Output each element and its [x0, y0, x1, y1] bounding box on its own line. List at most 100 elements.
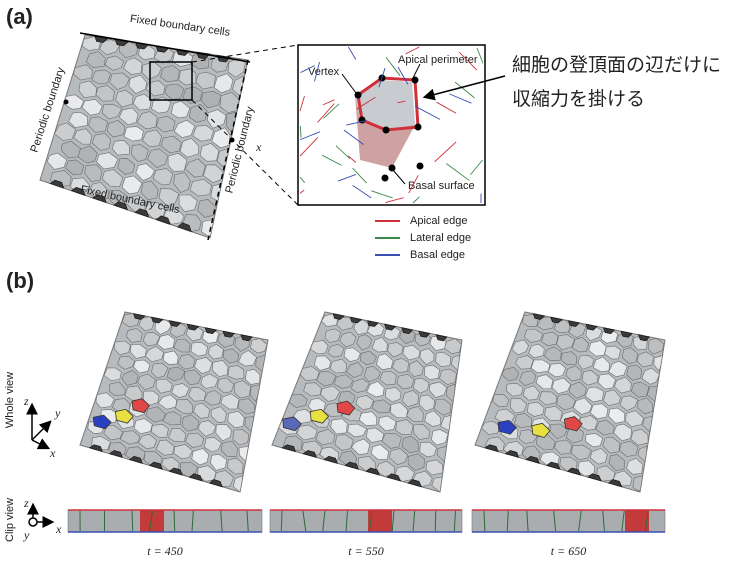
cell	[437, 445, 447, 463]
cell	[440, 414, 452, 432]
network-edge	[299, 176, 306, 183]
cell	[101, 103, 123, 120]
cell	[653, 355, 663, 372]
marker	[229, 137, 235, 143]
cell	[137, 373, 156, 391]
cell	[359, 350, 377, 366]
fixed-cell	[168, 467, 183, 476]
cell	[556, 393, 576, 411]
cell	[387, 342, 404, 358]
network-edge	[346, 120, 367, 126]
cell	[168, 428, 187, 443]
legend: Apical edge Lateral edge Basal edge	[375, 215, 471, 261]
cell	[419, 441, 437, 458]
tissue	[79, 311, 269, 493]
fixed-cell	[367, 320, 380, 327]
cell	[539, 391, 557, 406]
clip-red-cell	[140, 510, 164, 532]
lateral-edge	[526, 510, 529, 532]
network-edge	[470, 159, 483, 176]
cell	[554, 439, 573, 455]
cell	[523, 328, 544, 343]
leader	[411, 63, 421, 81]
fixed-cell	[620, 330, 633, 338]
cell	[544, 405, 563, 421]
fixed-cell	[92, 194, 107, 204]
cell	[351, 438, 371, 455]
fixed-cell	[70, 186, 86, 196]
cell	[630, 428, 649, 446]
axis-label: x	[55, 522, 62, 536]
time-label: t = 650	[551, 544, 586, 558]
cell	[568, 381, 587, 399]
fixed-cell	[323, 455, 339, 464]
cell	[333, 374, 354, 389]
cell	[608, 360, 628, 378]
network-edge	[314, 61, 320, 82]
cell	[589, 403, 609, 420]
fixed-cell	[113, 201, 128, 211]
cell	[207, 109, 227, 129]
cell	[170, 100, 191, 119]
cell	[296, 424, 318, 441]
fixed-cell	[567, 320, 581, 327]
cell	[130, 144, 149, 162]
cell	[210, 453, 228, 471]
cell	[173, 119, 196, 139]
fixed-cell	[587, 473, 602, 482]
network-edge	[408, 174, 419, 194]
highlight-cell	[563, 416, 583, 432]
cell	[81, 99, 103, 116]
network-edge	[458, 51, 478, 71]
lateral-edge	[644, 510, 649, 532]
tissue	[474, 311, 666, 493]
fixed-cell	[94, 36, 109, 43]
fixed-cell	[435, 334, 448, 342]
fixed-cell	[418, 330, 431, 338]
clip-strip	[67, 509, 263, 533]
cell	[199, 142, 220, 162]
cell	[227, 410, 245, 429]
cell	[509, 398, 527, 414]
network-edge	[335, 145, 351, 159]
cell	[223, 348, 240, 364]
lateral-edge	[131, 510, 134, 532]
cell	[227, 58, 246, 78]
highlight-cell	[115, 408, 134, 424]
cell	[54, 122, 77, 141]
fixed-cell	[151, 316, 164, 324]
cell	[135, 163, 155, 182]
cell	[334, 434, 354, 451]
cell	[613, 423, 632, 442]
arrow	[422, 75, 506, 101]
network-edge	[352, 184, 372, 199]
fixed-cell	[108, 450, 123, 458]
cell	[501, 366, 520, 382]
cell	[250, 338, 268, 354]
network-edge	[317, 103, 335, 123]
lateral-edge	[483, 510, 486, 532]
cell	[346, 361, 364, 378]
cell	[602, 436, 621, 454]
fixed-cell	[566, 467, 582, 476]
boundary-line	[207, 59, 249, 241]
cell	[123, 57, 143, 75]
cell	[133, 359, 151, 374]
cell	[113, 340, 131, 356]
fixed-cell	[407, 479, 423, 488]
cell	[310, 340, 329, 355]
highlight-cell	[92, 414, 112, 430]
zoom-box	[149, 61, 193, 101]
lateral-edge	[149, 510, 154, 532]
cell	[117, 356, 136, 370]
network-edge	[323, 103, 340, 119]
network-edge	[299, 131, 320, 141]
fixed-cell	[637, 334, 651, 342]
legend-label: Basal edge	[410, 249, 465, 261]
cell	[522, 385, 540, 401]
cell	[646, 385, 658, 403]
cell	[579, 415, 598, 431]
cell	[157, 334, 176, 350]
cell	[431, 429, 449, 446]
highlight-cell	[131, 398, 151, 414]
